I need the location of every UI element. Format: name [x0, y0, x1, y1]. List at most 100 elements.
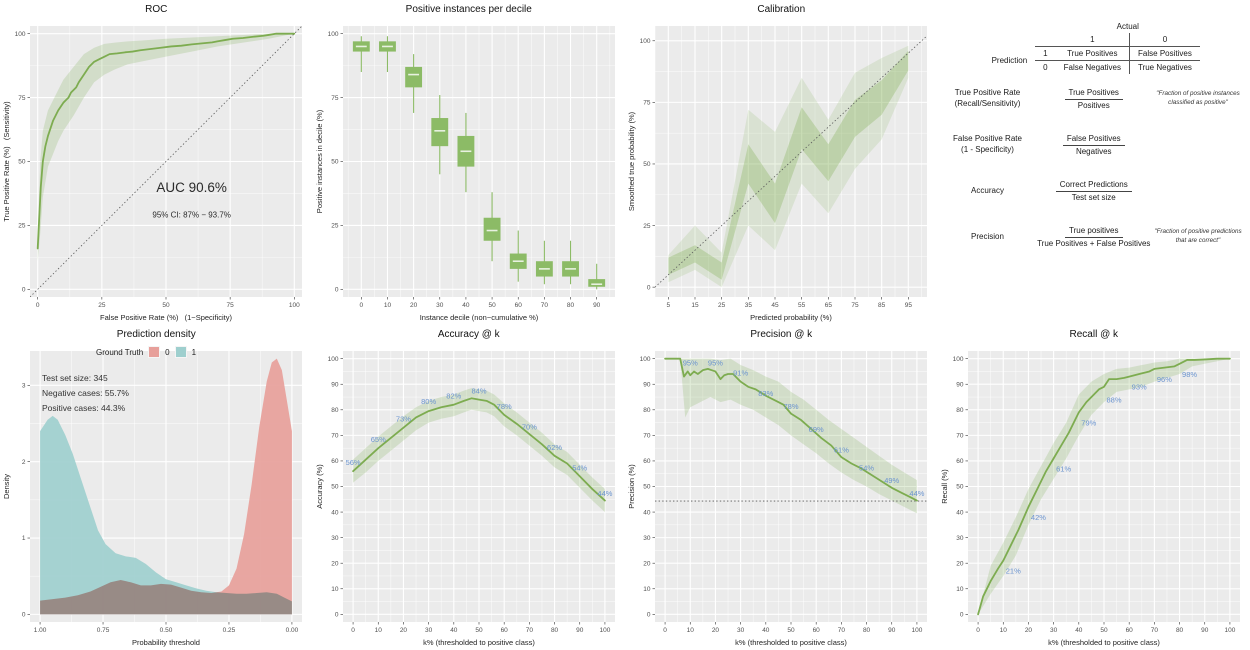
false-negatives-cell: False Negatives — [1055, 60, 1130, 74]
svg-text:21%: 21% — [1006, 567, 1021, 576]
svg-text:0: 0 — [36, 302, 40, 309]
calibration-chart: 5 15 25 35 45 55 65 75 85 95 0 25 50 75 100 Predicted p… — [627, 26, 928, 322]
density-title: Prediction density — [116, 329, 196, 340]
svg-text:44%: 44% — [597, 489, 612, 498]
svg-text:90: 90 — [888, 627, 896, 634]
roc-chart: AUC 90.6% 95% CI: 87% − 93.7% 0 25 50 75 100 0 2… — [2, 26, 303, 322]
svg-text:50: 50 — [19, 159, 27, 166]
svg-text:95% CI: 87% − 93.7%: 95% CI: 87% − 93.7% — [153, 211, 232, 220]
svg-text:70%: 70% — [522, 422, 537, 431]
svg-text:0: 0 — [22, 612, 26, 619]
svg-text:20: 20 — [956, 560, 964, 567]
prediction-0-header: 0 — [1043, 63, 1048, 72]
svg-text:0: 0 — [22, 287, 26, 294]
svg-text:10: 10 — [687, 627, 695, 634]
svg-text:True Positive Rate (%) (Sens: True Positive Rate (%) (Sensitivity) — [2, 101, 11, 222]
svg-text:Instance decile (non−cumulativ: Instance decile (non−cumulative %) — [419, 313, 538, 322]
svg-text:50: 50 — [331, 159, 339, 166]
svg-text:3: 3 — [22, 383, 26, 390]
svg-text:100: 100 — [289, 302, 300, 309]
true-positives-cell: True Positives — [1055, 46, 1130, 61]
svg-text:78%: 78% — [784, 402, 799, 411]
svg-text:55: 55 — [798, 302, 806, 309]
svg-text:30: 30 — [1050, 627, 1058, 634]
roc-panel: ROC AUC 90.6% 95% CI: 87% − 93.7% 0 25 50 75 1… — [0, 0, 313, 325]
svg-text:0: 0 — [960, 612, 964, 619]
svg-text:10: 10 — [999, 627, 1007, 634]
legend-title: Ground Truth — [96, 347, 144, 357]
svg-text:25: 25 — [98, 302, 106, 309]
svg-text:10: 10 — [374, 627, 382, 634]
svg-text:83%: 83% — [759, 389, 774, 398]
svg-text:0: 0 — [335, 287, 339, 294]
definition-row-tpr: True Positive Rate (Recall/Sensitivity) … — [954, 88, 1240, 110]
test-set-size: Test set size: 345 — [42, 373, 108, 383]
definitions-panel: Actual 1 0 Prediction 1 True Positives F… — [938, 0, 1250, 325]
svg-text:Precision (%): Precision (%) — [627, 464, 636, 509]
accuracy-title: Accuracy @ k — [437, 329, 500, 340]
svg-text:61%: 61% — [1056, 464, 1071, 473]
svg-text:50: 50 — [956, 484, 964, 491]
confusion-matrix-table: Actual 1 0 Prediction 1 True Positives F… — [984, 20, 1200, 74]
svg-text:35: 35 — [745, 302, 753, 309]
legend-swatch-negative — [148, 346, 161, 358]
precision-at-k-chart: 95% 95% 91% 83% 78% 69% 61% 54% 49% 44% 0 10 20 30 40 5… — [627, 351, 928, 647]
svg-text:0: 0 — [664, 627, 668, 634]
svg-text:54%: 54% — [859, 463, 874, 472]
legend-swatch-positive — [174, 346, 187, 358]
svg-text:70: 70 — [541, 302, 549, 309]
svg-text:30: 30 — [331, 535, 339, 542]
svg-text:50: 50 — [1100, 627, 1108, 634]
deciles-panel: Positive instances per decile 0 10 20 30 40 5… — [313, 0, 626, 325]
svg-text:80: 80 — [1176, 627, 1184, 634]
svg-text:30: 30 — [737, 627, 745, 634]
svg-text:60: 60 — [813, 627, 821, 634]
svg-text:42%: 42% — [1031, 513, 1046, 522]
svg-text:100: 100 — [912, 627, 923, 634]
definition-row-fpr: False Positive Rate (1 - Specificity) Fa… — [942, 134, 1243, 156]
svg-text:70: 70 — [956, 433, 964, 440]
svg-text:90: 90 — [644, 381, 652, 388]
recall-at-k-chart: 21% 42% 61% 79% 88% 93% 96% 98% 0 10 20 30 40 50 60 70 8… — [940, 351, 1240, 647]
svg-text:10: 10 — [956, 586, 964, 593]
svg-text:10: 10 — [644, 586, 652, 593]
svg-text:100: 100 — [15, 31, 26, 38]
svg-text:65: 65 — [825, 302, 833, 309]
svg-text:98%: 98% — [1182, 370, 1197, 379]
svg-text:60: 60 — [500, 627, 508, 634]
svg-text:61%: 61% — [834, 445, 849, 454]
prediction-1-header: 1 — [1035, 46, 1056, 61]
svg-text:k% (thresholded to positive cl: k% (thresholded to positive class) — [423, 638, 535, 647]
svg-text:20: 20 — [1025, 627, 1033, 634]
svg-text:40: 40 — [462, 302, 470, 309]
svg-text:75: 75 — [227, 302, 235, 309]
svg-text:30: 30 — [644, 535, 652, 542]
svg-text:80: 80 — [644, 407, 652, 414]
svg-text:50: 50 — [163, 302, 171, 309]
test-set-stats: Test set size: 345 Negative cases: 55.7%… — [42, 371, 129, 416]
svg-text:50: 50 — [475, 627, 483, 634]
svg-text:0: 0 — [976, 627, 980, 634]
recall-panel: Recall @ k 21% 42% 61% 79% 88% 93% 96% 98% 0 10 20… — [938, 325, 1250, 650]
svg-text:1: 1 — [22, 535, 26, 542]
precision-title: Precision @ k — [750, 329, 813, 340]
svg-text:2: 2 — [22, 459, 26, 466]
svg-text:90: 90 — [956, 381, 964, 388]
svg-text:82%: 82% — [446, 392, 461, 401]
svg-text:75: 75 — [644, 100, 652, 107]
svg-text:40: 40 — [331, 509, 339, 516]
svg-text:0.50: 0.50 — [160, 627, 173, 634]
legend-label-negative: 0 — [165, 347, 170, 357]
svg-text:0.25: 0.25 — [223, 627, 236, 634]
svg-text:85: 85 — [878, 302, 886, 309]
fpr-formula: False Positives Negatives — [1034, 134, 1155, 156]
svg-text:Smoothed true probability (%): Smoothed true probability (%) — [627, 111, 636, 211]
svg-text:30: 30 — [436, 302, 444, 309]
svg-text:Accuracy (%): Accuracy (%) — [315, 464, 324, 509]
svg-text:80: 80 — [551, 627, 559, 634]
svg-text:56%: 56% — [345, 458, 360, 467]
svg-text:k% (thresholded to positive cl: k% (thresholded to positive class) — [1048, 638, 1160, 647]
svg-text:25: 25 — [718, 302, 726, 309]
svg-text:20: 20 — [400, 627, 408, 634]
